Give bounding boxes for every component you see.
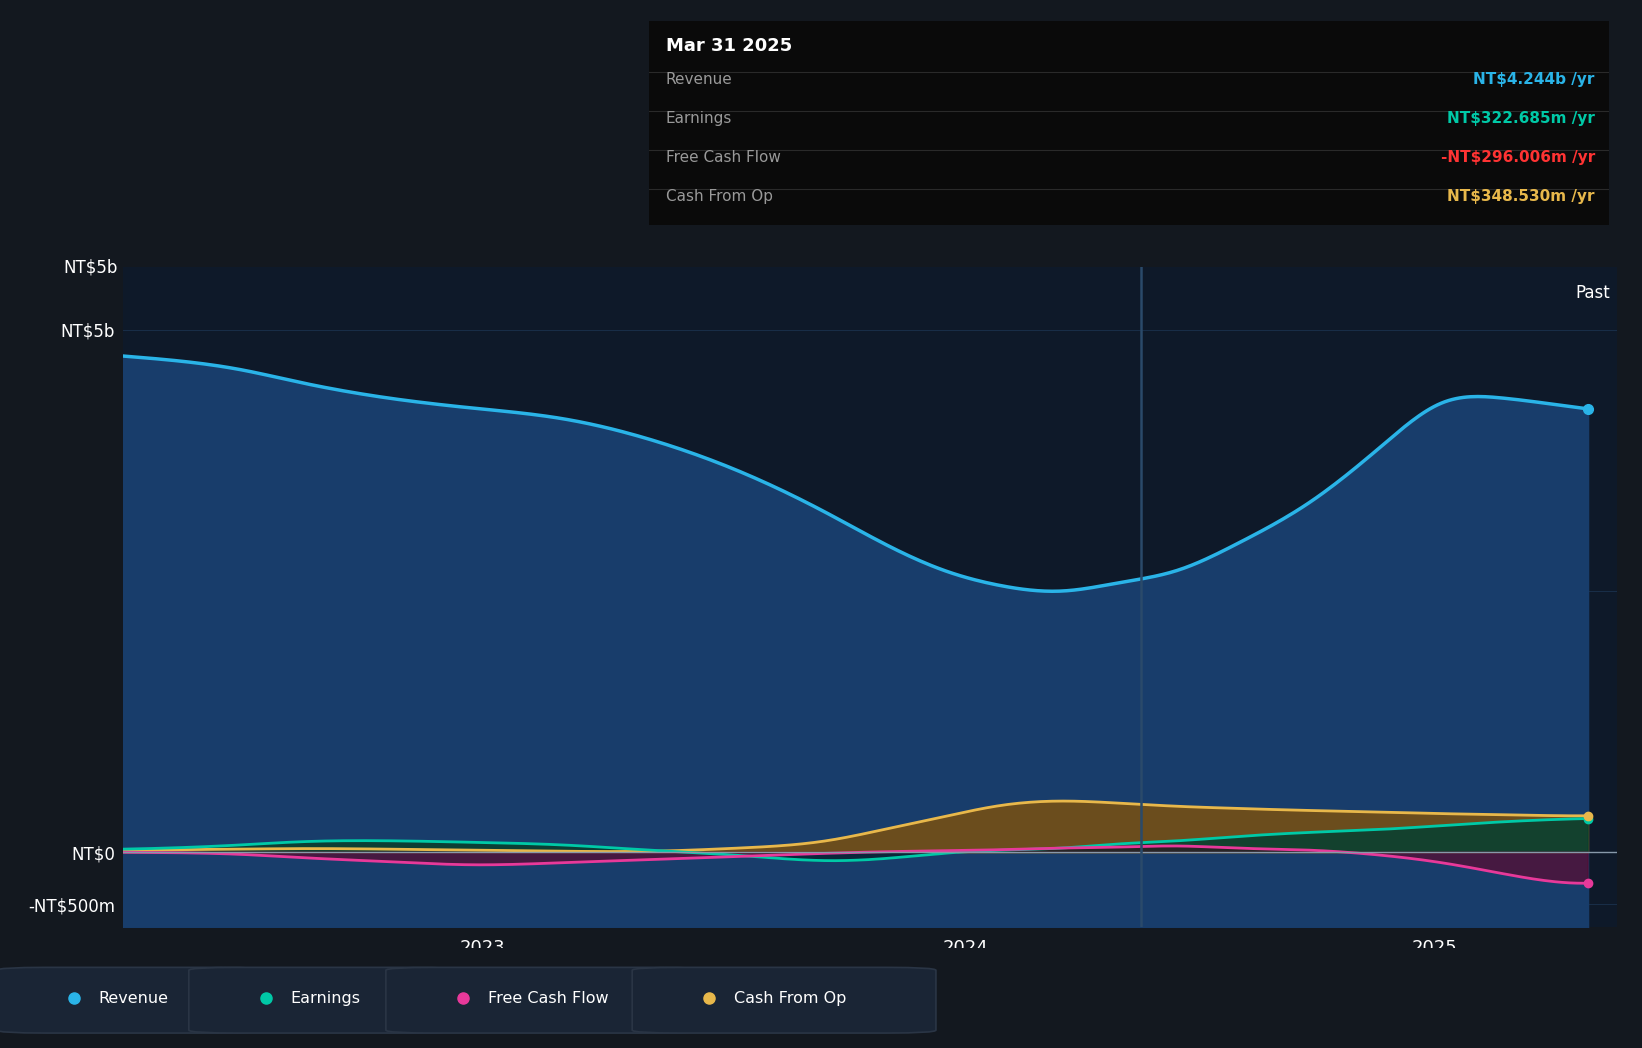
- Text: Cash From Op: Cash From Op: [667, 189, 773, 203]
- Text: Revenue: Revenue: [667, 72, 732, 87]
- Text: Free Cash Flow: Free Cash Flow: [667, 150, 780, 165]
- FancyBboxPatch shape: [632, 967, 936, 1033]
- FancyBboxPatch shape: [189, 967, 460, 1033]
- Text: Cash From Op: Cash From Op: [734, 990, 846, 1006]
- Text: NT$5b: NT$5b: [64, 258, 118, 277]
- Text: NT$4.244b /yr: NT$4.244b /yr: [1473, 72, 1594, 87]
- Text: Past: Past: [1575, 284, 1609, 302]
- Text: Earnings: Earnings: [291, 990, 361, 1006]
- FancyBboxPatch shape: [386, 967, 706, 1033]
- Text: Free Cash Flow: Free Cash Flow: [488, 990, 608, 1006]
- Text: Mar 31 2025: Mar 31 2025: [667, 38, 791, 56]
- Text: -NT$296.006m /yr: -NT$296.006m /yr: [1440, 150, 1594, 165]
- Text: Revenue: Revenue: [99, 990, 169, 1006]
- FancyBboxPatch shape: [0, 967, 268, 1033]
- Text: Earnings: Earnings: [667, 111, 732, 126]
- Text: NT$322.685m /yr: NT$322.685m /yr: [1447, 111, 1594, 126]
- Text: NT$348.530m /yr: NT$348.530m /yr: [1447, 189, 1594, 203]
